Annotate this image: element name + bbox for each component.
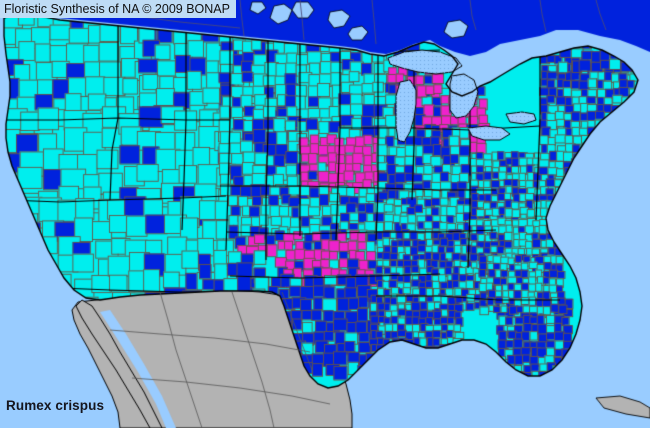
map-title-banner: Floristic Synthesis of NA © 2009 BONAP <box>0 0 236 18</box>
species-name-caption: Rumex crispus <box>6 398 105 413</box>
